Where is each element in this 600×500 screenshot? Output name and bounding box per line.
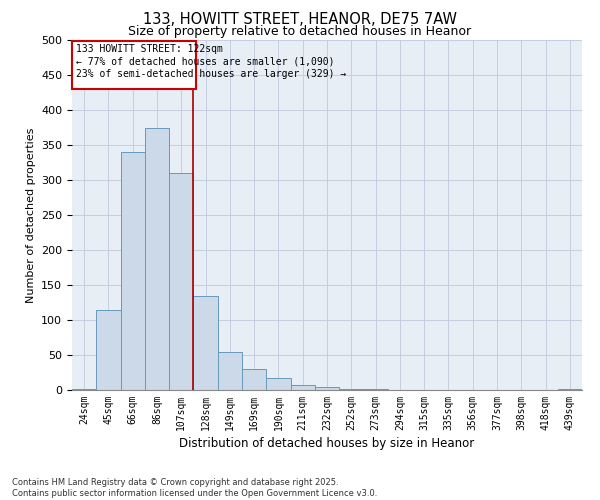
FancyBboxPatch shape	[72, 42, 196, 89]
Bar	[169, 173, 193, 390]
X-axis label: Distribution of detached houses by size in Heanor: Distribution of detached houses by size …	[179, 437, 475, 450]
Bar	[72, 388, 96, 390]
Bar	[96, 310, 121, 390]
Bar	[218, 352, 242, 390]
Bar	[266, 378, 290, 390]
Text: Contains HM Land Registry data © Crown copyright and database right 2025.
Contai: Contains HM Land Registry data © Crown c…	[12, 478, 377, 498]
Bar	[145, 128, 169, 390]
Y-axis label: Number of detached properties: Number of detached properties	[26, 128, 35, 302]
Text: Size of property relative to detached houses in Heanor: Size of property relative to detached ho…	[128, 25, 472, 38]
Bar	[242, 369, 266, 390]
Text: 133, HOWITT STREET, HEANOR, DE75 7AW: 133, HOWITT STREET, HEANOR, DE75 7AW	[143, 12, 457, 28]
Text: 23% of semi-detached houses are larger (329) →: 23% of semi-detached houses are larger (…	[76, 70, 346, 80]
Text: ← 77% of detached houses are smaller (1,090): ← 77% of detached houses are smaller (1,…	[76, 57, 334, 67]
Bar	[290, 385, 315, 390]
Bar	[121, 152, 145, 390]
Bar	[193, 296, 218, 390]
Bar	[315, 386, 339, 390]
Text: 133 HOWITT STREET: 122sqm: 133 HOWITT STREET: 122sqm	[76, 44, 223, 54]
